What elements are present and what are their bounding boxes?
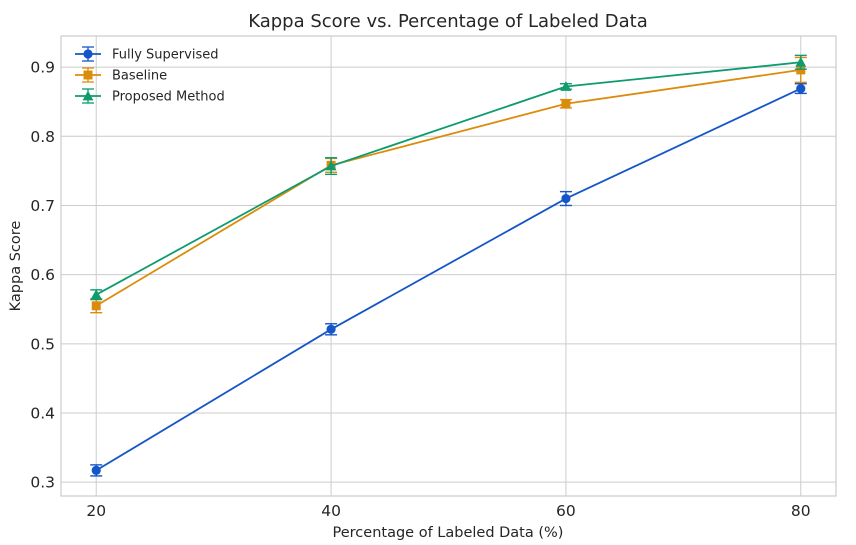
series-line — [95, 87, 802, 472]
y-tick-label: 0.6 — [30, 266, 55, 284]
y-tick-label: 0.3 — [30, 474, 55, 492]
data-point — [561, 99, 571, 109]
plot-frame — [60, 35, 837, 497]
series-proposed-method — [90, 54, 807, 301]
legend-label: Fully Supervised — [112, 48, 218, 63]
legend-entry: Fully Supervised — [75, 46, 218, 63]
chart-title: Kappa Score vs. Percentage of Labeled Da… — [248, 11, 648, 32]
x-axis-ticks: 20 40 60 80 — [86, 502, 810, 520]
series-line — [95, 61, 801, 296]
series-layer — [90, 54, 807, 477]
y-tick-label: 0.8 — [30, 128, 55, 146]
y-axis-label: Kappa Score — [8, 221, 24, 312]
data-point — [560, 81, 572, 91]
data-point — [561, 193, 571, 204]
data-point — [796, 83, 806, 94]
x-axis-label: Percentage of Labeled Data (%) — [333, 525, 564, 541]
legend-marker — [83, 49, 93, 59]
legend-entry: Proposed Method — [75, 88, 225, 105]
data-point — [795, 56, 807, 67]
series-fully-supervised — [90, 83, 807, 477]
y-tick-label: 0.4 — [30, 404, 55, 422]
data-point — [91, 465, 101, 476]
legend-label: Baseline — [112, 69, 167, 84]
x-tick-label: 40 — [321, 502, 341, 520]
legend-label: Proposed Method — [112, 90, 225, 105]
x-tick-label: 20 — [86, 502, 106, 520]
data-point — [325, 160, 337, 171]
legend: Fully Supervised Baseline Proposed Method — [75, 46, 225, 105]
y-tick-label: 0.9 — [30, 59, 55, 77]
x-tick-label: 60 — [556, 502, 576, 520]
x-tick-label: 80 — [791, 502, 811, 520]
legend-entry: Baseline — [75, 67, 167, 84]
y-tick-label: 0.7 — [30, 197, 55, 215]
y-axis-ticks: 0.3 0.4 0.5 0.6 0.7 0.8 0.9 — [30, 59, 55, 492]
data-point — [326, 324, 336, 334]
legend-marker — [83, 70, 93, 80]
legend-marker — [82, 90, 94, 101]
data-point — [91, 301, 101, 311]
y-tick-label: 0.5 — [30, 335, 55, 353]
data-point — [90, 289, 102, 300]
series-line — [95, 69, 801, 307]
grid — [61, 36, 836, 496]
